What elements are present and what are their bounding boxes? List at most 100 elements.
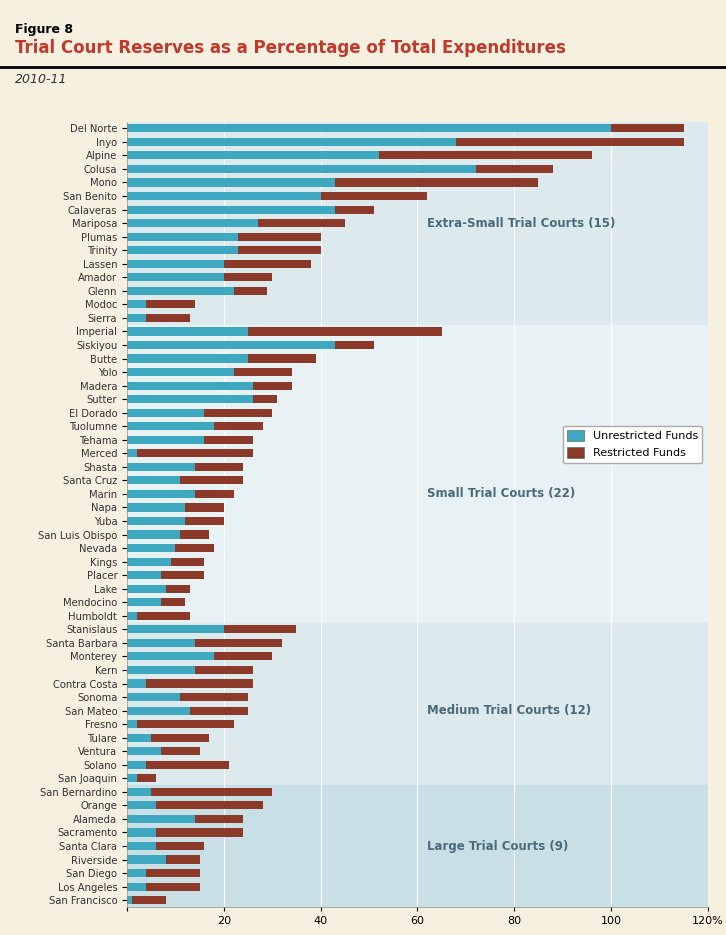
Bar [127,530,180,539]
Bar [127,639,195,647]
Bar [127,137,456,146]
Bar [190,707,248,714]
Bar [127,314,147,322]
Bar [127,707,190,714]
Bar [127,666,195,674]
Bar [321,192,427,200]
Text: Large Trial Courts (9): Large Trial Courts (9) [427,840,568,853]
Bar [205,409,272,417]
Bar [147,300,195,309]
Bar [127,785,708,907]
Bar [195,666,253,674]
Bar [127,490,195,498]
Bar [127,396,253,403]
Bar [195,639,282,647]
Bar [180,476,243,484]
Bar [127,503,185,511]
Bar [127,693,180,701]
Bar [127,192,321,200]
Bar [258,219,345,227]
Bar [234,368,292,376]
Bar [127,219,258,227]
Bar [151,788,272,796]
Bar [234,287,267,295]
Bar [127,300,147,309]
Bar [248,327,441,336]
Bar [127,287,234,295]
Bar [136,720,234,728]
Bar [166,584,190,593]
Bar [156,842,205,850]
Bar [127,720,136,728]
Bar [195,463,243,471]
Bar [238,233,321,240]
Bar [611,124,684,133]
Bar [136,611,190,620]
Bar [136,774,156,783]
Bar [127,611,136,620]
Bar [127,246,238,254]
Bar [127,423,214,430]
Bar [476,165,553,173]
Bar [151,734,209,741]
Bar [224,260,311,267]
Bar [127,449,136,457]
Bar [185,503,224,511]
Bar [127,327,248,336]
Bar [335,341,374,349]
Bar [127,151,379,160]
Text: Medium Trial Courts (12): Medium Trial Courts (12) [427,704,591,717]
Bar [127,653,214,660]
Bar [127,571,161,580]
Bar [127,626,224,633]
Text: Small Trial Courts (22): Small Trial Courts (22) [427,487,576,500]
Bar [127,747,161,755]
Bar [224,626,296,633]
Bar [195,490,234,498]
Bar [238,246,321,254]
Bar [224,273,272,281]
Bar [195,815,243,823]
Bar [205,436,253,444]
Bar [127,623,708,785]
Bar [127,517,185,525]
Bar [335,206,374,213]
Bar [127,883,147,891]
Bar [127,124,611,133]
Bar [127,381,253,390]
Bar [161,747,200,755]
Bar [127,869,147,877]
Bar [166,856,200,864]
Text: Trial Court Reserves as a Percentage of Total Expenditures: Trial Court Reserves as a Percentage of … [15,39,566,57]
Bar [127,598,161,606]
Bar [127,409,205,417]
Bar [456,137,684,146]
Bar [127,774,136,783]
Bar [147,680,253,687]
Bar [171,557,205,566]
Bar [176,544,214,553]
Bar [127,324,708,623]
Bar [127,734,151,741]
Bar [214,653,272,660]
Bar [127,206,335,213]
Bar [185,517,224,525]
Bar [127,856,166,864]
Text: 2010-11: 2010-11 [15,73,67,86]
Bar [127,260,224,267]
Bar [127,233,238,240]
Bar [127,761,147,769]
Bar [147,761,229,769]
Text: Extra-Small Trial Courts (15): Extra-Small Trial Courts (15) [427,217,616,230]
Bar [127,828,156,837]
Bar [335,179,539,187]
Bar [248,354,316,363]
Bar [156,828,243,837]
Bar [127,165,476,173]
Bar [127,436,205,444]
Bar [127,815,195,823]
Bar [127,842,156,850]
Bar [136,449,253,457]
Bar [147,883,200,891]
Bar [161,598,185,606]
